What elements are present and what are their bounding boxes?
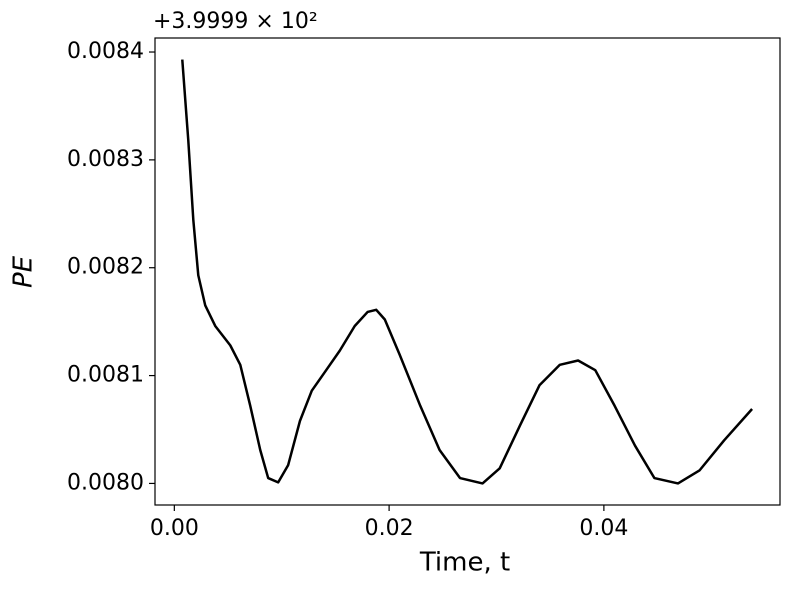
offset-text: +3.9999 × 10² xyxy=(153,9,318,34)
y-tick-label: 0.0084 xyxy=(67,39,144,64)
x-tick-label: 0.00 xyxy=(150,516,199,541)
line-series xyxy=(181,59,754,485)
y-axis-label: PE xyxy=(9,255,39,288)
x-tick-label: 0.04 xyxy=(579,516,628,541)
x-tick-label: 0.02 xyxy=(365,516,414,541)
y-tick-label: 0.0081 xyxy=(67,363,144,388)
y-tick-label: 0.0082 xyxy=(67,255,144,280)
y-tick-label: 0.0080 xyxy=(67,470,144,495)
x-axis-label: Time, t xyxy=(419,548,510,578)
y-tick-label: 0.0083 xyxy=(67,147,144,172)
plot-frame xyxy=(154,37,781,506)
